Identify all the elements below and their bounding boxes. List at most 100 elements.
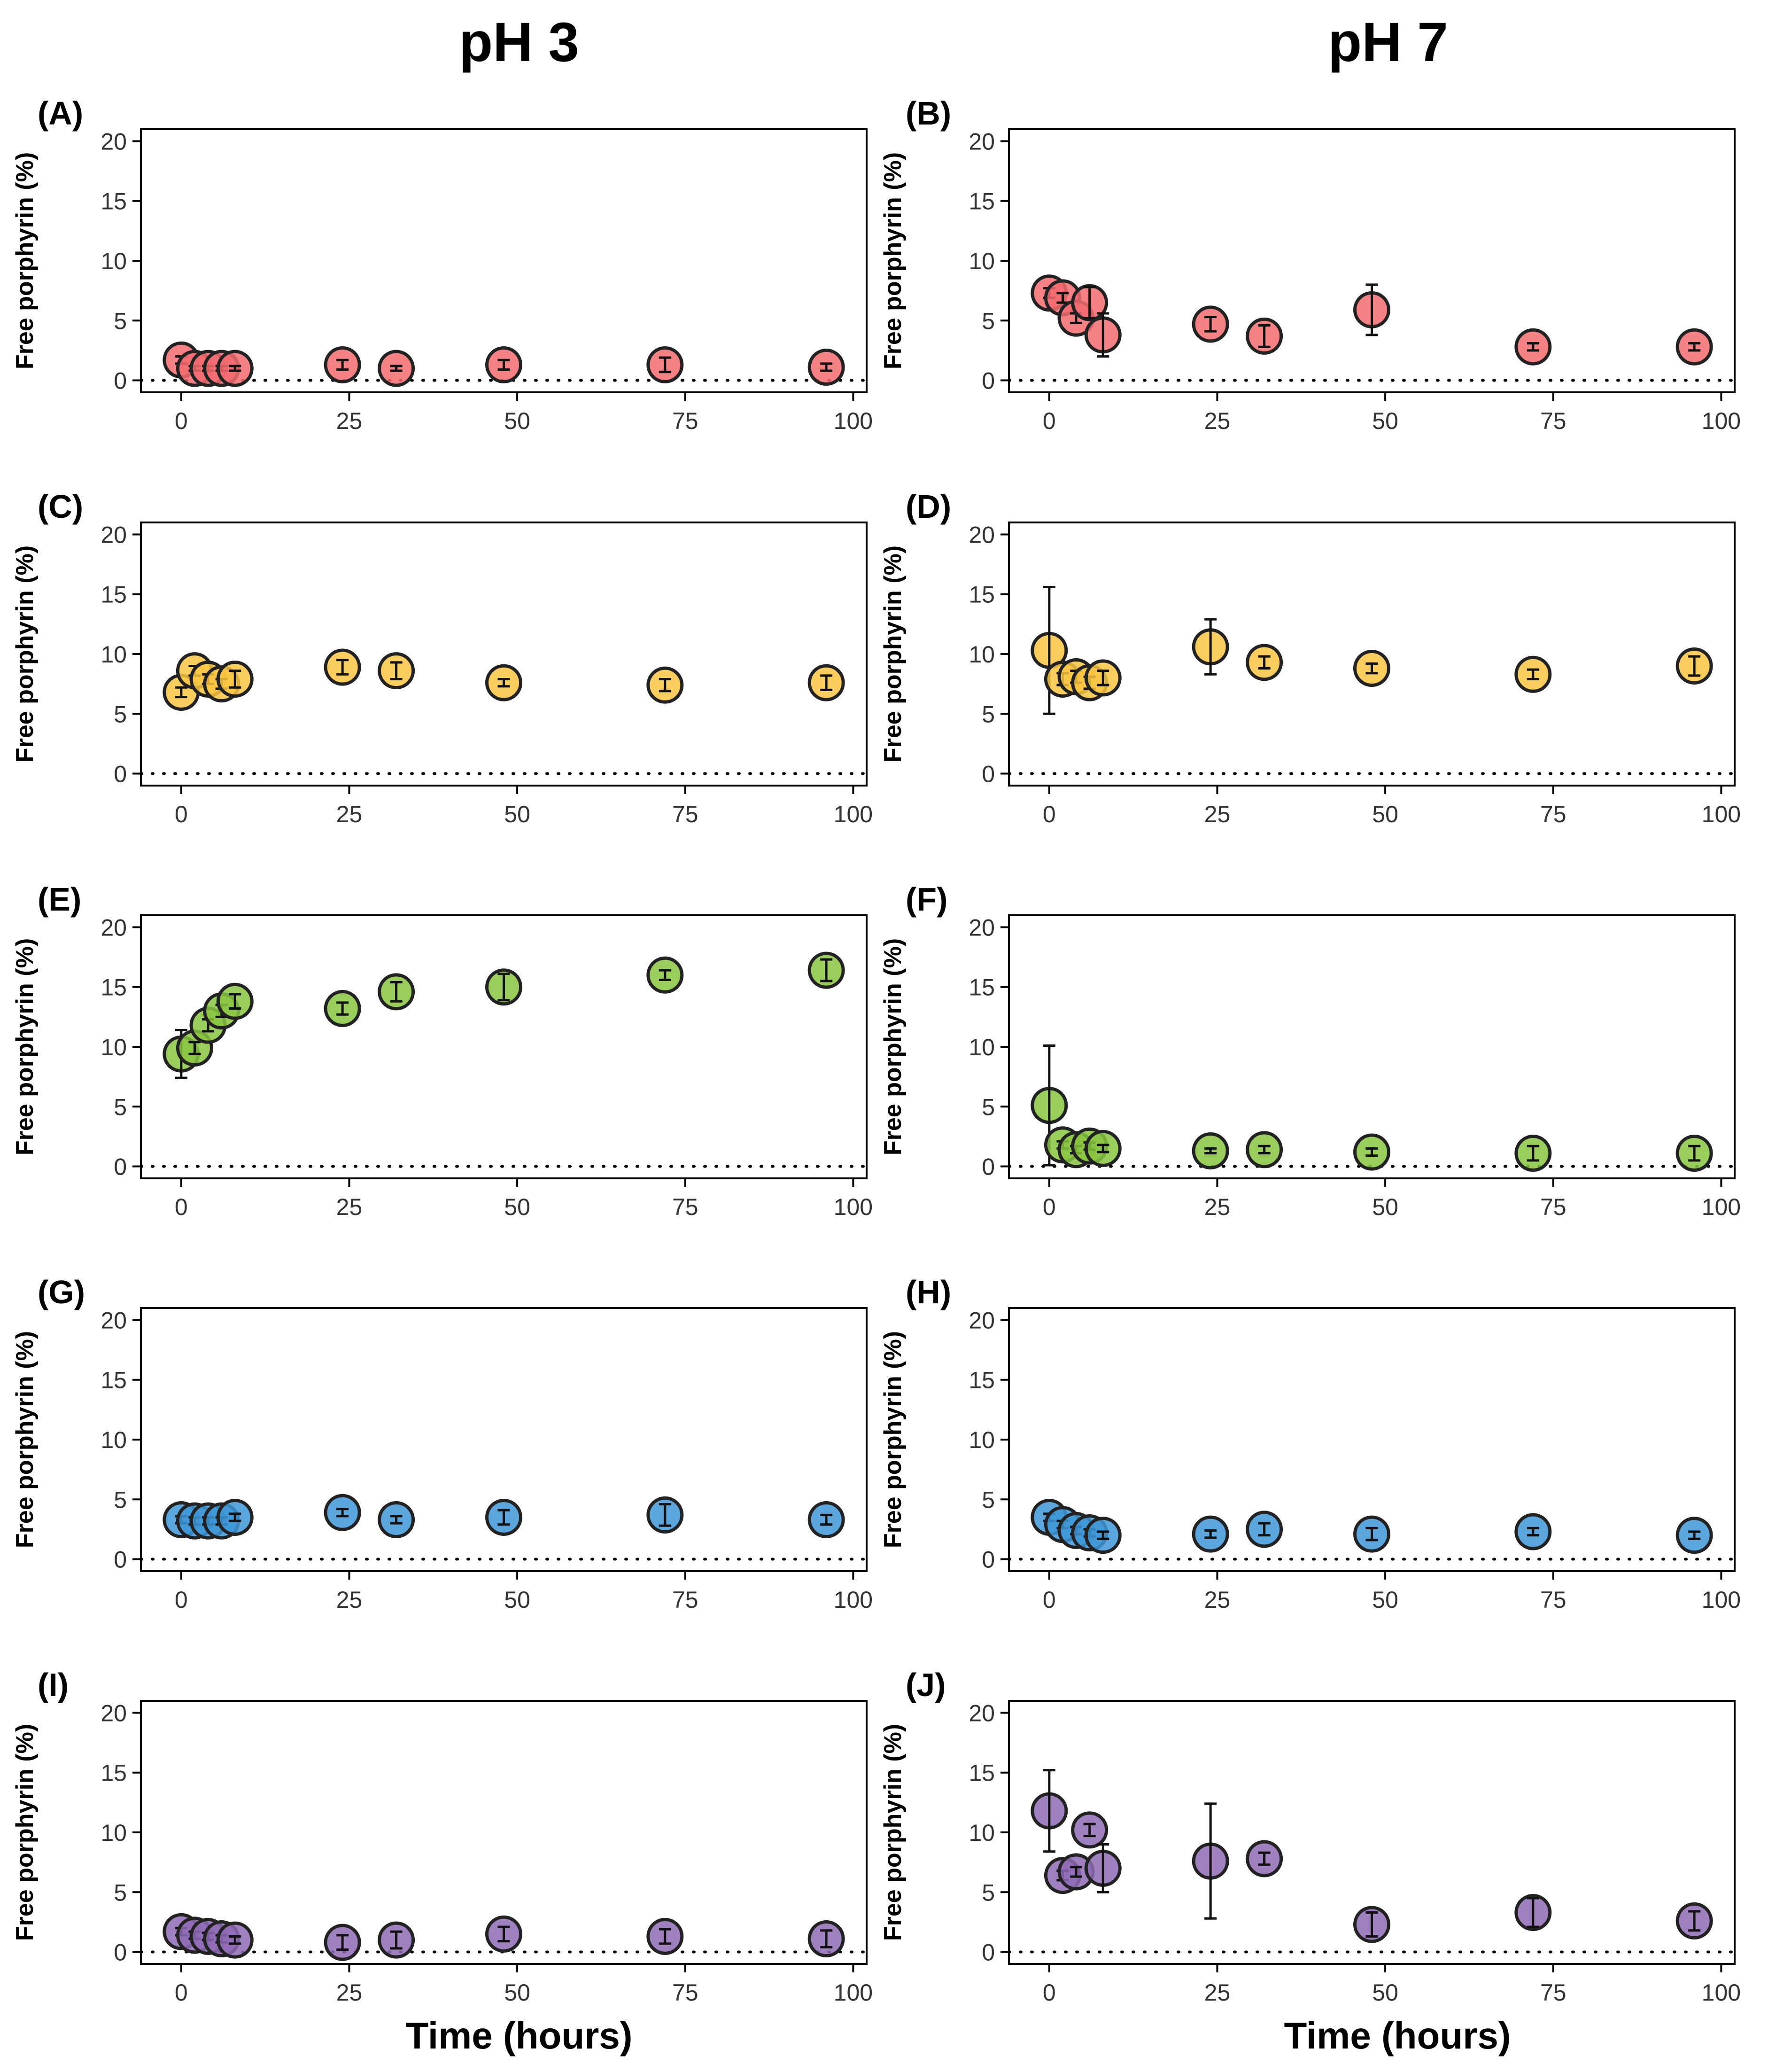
y-axis-title: Free porphyrin (%)	[11, 545, 39, 763]
data-point	[1192, 1802, 1229, 1920]
y-tick-label: 5	[114, 1094, 127, 1120]
x-tick-label: 50	[504, 1979, 530, 2006]
y-tick-label: 10	[969, 248, 995, 274]
x-tick-label: 25	[1204, 1194, 1231, 1220]
panel-label: (A)	[38, 95, 83, 132]
x-tick-label: 25	[1204, 1979, 1231, 2006]
data-point	[1084, 1517, 1122, 1554]
panel-d: (D) Free porphyrin (%) 0 5 10 15 20 0 25 50 75 100	[879, 488, 1741, 827]
data-point	[1192, 1515, 1229, 1553]
x-tick-label: 75	[1540, 1979, 1566, 2006]
panel-label: (B)	[906, 95, 951, 132]
panel-label: (G)	[38, 1274, 85, 1310]
data-point	[485, 968, 522, 1006]
panel-j: (J) Free porphyrin (%) 0 5 10 15 20 0 25 50 75 100	[879, 1667, 1741, 2006]
panel-a: (A) Free porphyrin (%) 0 5 10 15 20 0 25 50 75 100	[11, 95, 873, 434]
data-point	[324, 346, 361, 383]
y-tick-label: 10	[969, 641, 995, 668]
y-tick-label: 10	[101, 1034, 127, 1060]
x-tick-label: 100	[1702, 1587, 1741, 1613]
panel-b: (B) Free porphyrin (%) 0 5 10 15 20 0 25 50 75 100	[879, 95, 1741, 434]
data-point	[485, 1915, 522, 1953]
x-tick-label: 50	[1372, 1587, 1398, 1613]
column-title-ph7: pH 7	[1328, 11, 1448, 73]
y-tick-label: 20	[101, 914, 127, 941]
x-tick-label: 50	[1372, 1194, 1398, 1220]
x-tick-label: 100	[834, 1194, 873, 1220]
x-axis-title-left: Time (hours)	[405, 2015, 632, 2056]
data-point	[807, 1501, 845, 1539]
x-tick-label: 0	[1043, 1587, 1056, 1613]
data-point	[1675, 1902, 1713, 1940]
x-tick-label: 75	[1540, 801, 1566, 827]
data-point	[1192, 1132, 1229, 1169]
data-point	[216, 982, 254, 1020]
y-tick-label: 0	[114, 1154, 127, 1180]
data-point	[1031, 1769, 1068, 1853]
data-point	[1353, 1515, 1390, 1553]
y-axis-title: Free porphyrin (%)	[879, 938, 907, 1155]
x-tick-label: 0	[1043, 801, 1056, 827]
data-point	[1675, 647, 1713, 685]
panel-h: (H) Free porphyrin (%) 0 5 10 15 20 0 25 50 75 100	[879, 1274, 1741, 1613]
y-tick-label: 10	[101, 1427, 127, 1453]
x-tick-label: 25	[1204, 408, 1231, 434]
data-point	[324, 648, 361, 686]
data-point	[378, 1501, 415, 1539]
data-point	[378, 652, 415, 690]
data-point	[1514, 1513, 1552, 1550]
x-tick-label: 75	[672, 1587, 698, 1613]
y-tick-label: 5	[982, 308, 995, 334]
data-point	[1246, 1840, 1283, 1877]
data-point	[324, 990, 361, 1028]
y-tick-label: 20	[969, 914, 995, 941]
x-tick-label: 50	[1372, 1979, 1398, 2006]
y-tick-label: 0	[114, 368, 127, 394]
y-tick-label: 20	[101, 1307, 127, 1333]
y-tick-label: 20	[101, 522, 127, 548]
panel-i: (I) Free porphyrin (%) 0 5 10 15 20 0 25 50 75 100	[11, 1667, 873, 2006]
data-point	[216, 660, 254, 698]
data-point	[485, 346, 522, 383]
data-point	[1514, 1894, 1552, 1932]
y-tick-label: 20	[969, 1700, 995, 1726]
y-tick-label: 15	[969, 1760, 995, 1786]
panel-label: (J)	[906, 1667, 946, 1703]
data-point	[1675, 1135, 1713, 1172]
y-tick-label: 15	[969, 188, 995, 215]
x-tick-label: 0	[175, 408, 188, 434]
data-point	[216, 1921, 254, 1959]
data-point	[324, 1924, 361, 1961]
y-tick-label: 5	[114, 701, 127, 727]
x-tick-label: 100	[834, 1587, 873, 1613]
x-tick-label: 100	[834, 801, 873, 827]
y-axis-title: Free porphyrin (%)	[11, 152, 39, 369]
data-point	[1514, 655, 1552, 693]
x-tick-label: 100	[834, 1979, 873, 2006]
x-tick-label: 0	[175, 1587, 188, 1613]
y-tick-label: 15	[101, 974, 127, 1001]
x-tick-label: 0	[175, 801, 188, 827]
data-point	[1353, 283, 1390, 336]
y-tick-label: 0	[114, 1940, 127, 1966]
y-tick-label: 10	[969, 1034, 995, 1060]
data-point	[485, 664, 522, 701]
x-tick-label: 50	[1372, 801, 1398, 827]
x-tick-label: 25	[336, 1194, 363, 1220]
x-tick-label: 25	[336, 1587, 363, 1613]
data-point	[646, 666, 684, 704]
panel-c: (C) Free porphyrin (%) 0 5 10 15 20 0 25 50 75 100	[11, 488, 873, 827]
data-point	[646, 1496, 684, 1534]
y-tick-label: 20	[969, 128, 995, 155]
y-tick-label: 0	[982, 1940, 995, 1966]
x-tick-label: 50	[504, 1587, 530, 1613]
data-point	[1246, 1511, 1283, 1548]
y-axis-title: Free porphyrin (%)	[879, 1724, 907, 1941]
x-tick-label: 50	[504, 1194, 530, 1220]
y-tick-label: 5	[114, 1487, 127, 1513]
y-axis-title: Free porphyrin (%)	[11, 1724, 39, 1941]
column-title-ph3: pH 3	[459, 11, 579, 73]
data-point	[1353, 650, 1390, 687]
x-tick-label: 100	[1702, 1979, 1741, 2006]
